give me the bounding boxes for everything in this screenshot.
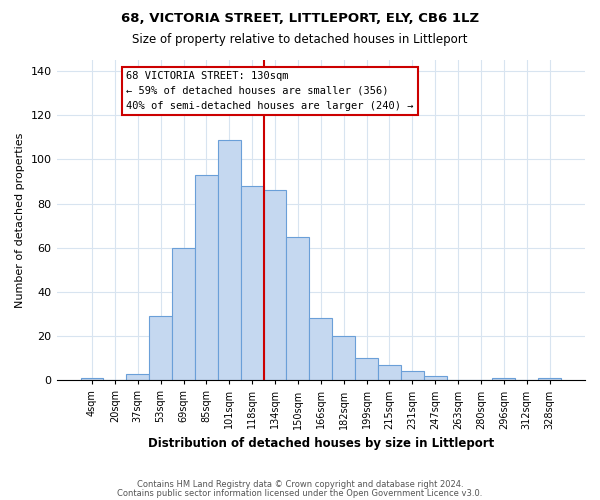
- Bar: [310, 318, 332, 380]
- Bar: [378, 365, 401, 380]
- X-axis label: Distribution of detached houses by size in Littleport: Distribution of detached houses by size …: [148, 437, 494, 450]
- Text: Contains public sector information licensed under the Open Government Licence v3: Contains public sector information licen…: [118, 488, 482, 498]
- Bar: [355, 358, 378, 380]
- Bar: [195, 175, 218, 380]
- Bar: [538, 378, 561, 380]
- Text: 68 VICTORIA STREET: 130sqm
← 59% of detached houses are smaller (356)
40% of sem: 68 VICTORIA STREET: 130sqm ← 59% of deta…: [127, 71, 414, 110]
- Bar: [263, 190, 286, 380]
- Text: Contains HM Land Registry data © Crown copyright and database right 2024.: Contains HM Land Registry data © Crown c…: [137, 480, 463, 489]
- Bar: [332, 336, 355, 380]
- Bar: [149, 316, 172, 380]
- Text: 68, VICTORIA STREET, LITTLEPORT, ELY, CB6 1LZ: 68, VICTORIA STREET, LITTLEPORT, ELY, CB…: [121, 12, 479, 26]
- Bar: [241, 186, 263, 380]
- Bar: [172, 248, 195, 380]
- Bar: [493, 378, 515, 380]
- Bar: [80, 378, 103, 380]
- Bar: [424, 376, 446, 380]
- Bar: [401, 372, 424, 380]
- Bar: [218, 140, 241, 380]
- Text: Size of property relative to detached houses in Littleport: Size of property relative to detached ho…: [132, 32, 468, 46]
- Bar: [286, 236, 310, 380]
- Y-axis label: Number of detached properties: Number of detached properties: [15, 132, 25, 308]
- Bar: [127, 374, 149, 380]
